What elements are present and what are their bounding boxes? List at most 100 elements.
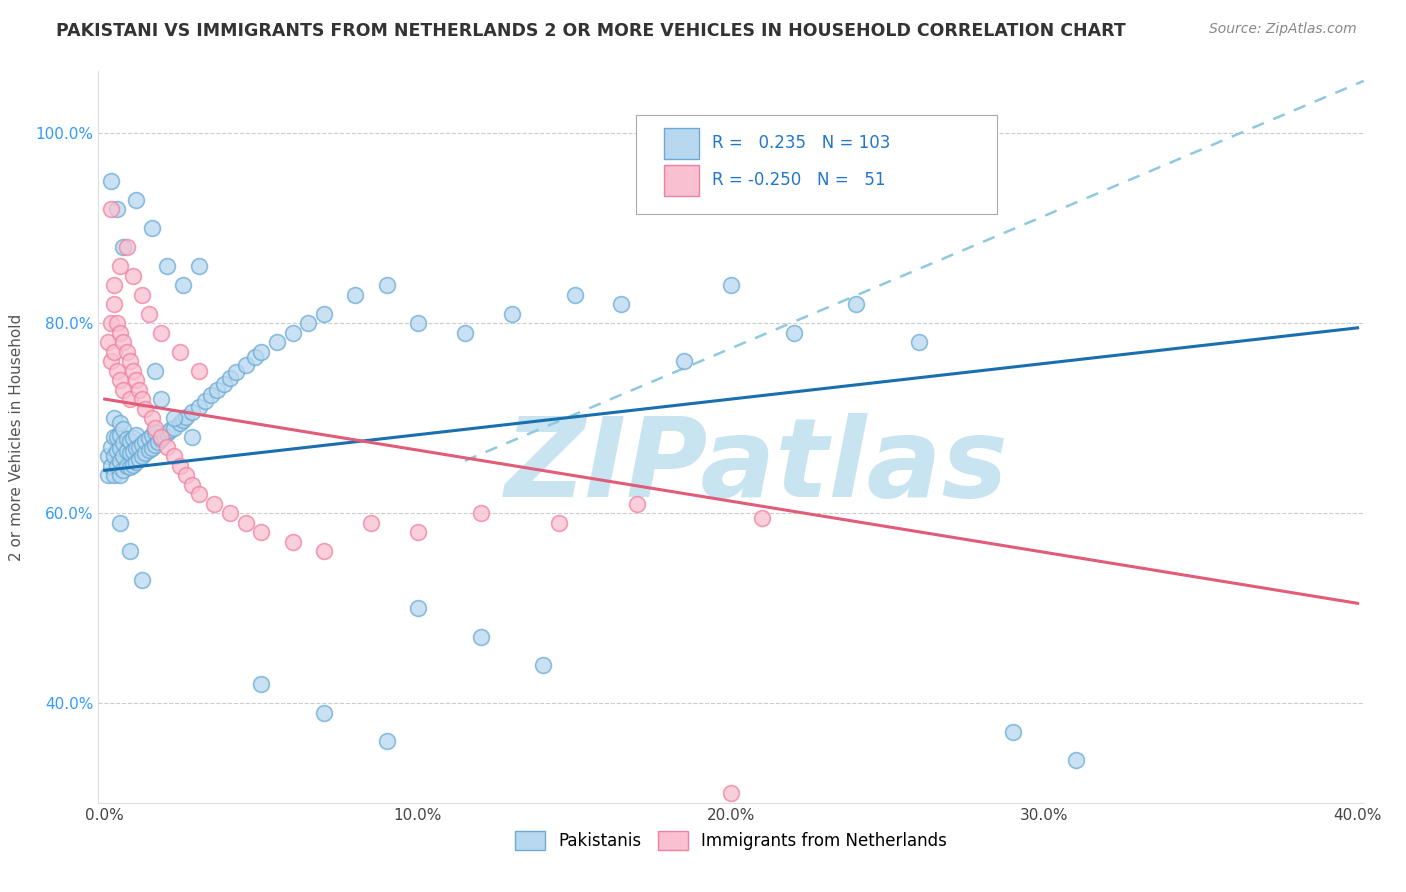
- Point: [128, 383, 150, 397]
- Point: [103, 468, 125, 483]
- Legend: Pakistanis, Immigrants from Netherlands: Pakistanis, Immigrants from Netherlands: [509, 824, 953, 856]
- Point: [243, 351, 266, 365]
- Point: [250, 344, 273, 359]
- Text: R = -0.250   N =   51: R = -0.250 N = 51: [711, 170, 886, 188]
- Point: [143, 420, 166, 434]
- Point: [118, 446, 141, 460]
- Point: [783, 326, 806, 340]
- Point: [125, 373, 148, 387]
- Point: [673, 354, 696, 368]
- Point: [150, 430, 173, 444]
- Point: [141, 428, 163, 442]
- Point: [181, 405, 204, 419]
- Point: [250, 524, 273, 539]
- Point: [375, 278, 398, 293]
- Point: [172, 278, 194, 293]
- Point: [105, 430, 128, 444]
- Point: [100, 202, 122, 216]
- Point: [100, 354, 122, 368]
- Point: [103, 411, 125, 425]
- Point: [156, 426, 179, 441]
- Point: [501, 307, 523, 321]
- Point: [103, 449, 125, 463]
- Point: [281, 534, 304, 549]
- Point: [100, 440, 122, 454]
- Point: [531, 658, 554, 673]
- Point: [138, 307, 160, 321]
- Point: [131, 436, 153, 450]
- Point: [312, 307, 335, 321]
- Point: [110, 428, 132, 442]
- Point: [547, 516, 569, 530]
- Point: [125, 442, 148, 456]
- FancyBboxPatch shape: [636, 115, 997, 214]
- Point: [122, 363, 145, 377]
- Point: [110, 326, 132, 340]
- Point: [105, 363, 128, 377]
- Point: [97, 468, 120, 483]
- Point: [150, 432, 173, 446]
- Point: [122, 458, 145, 472]
- Point: [103, 430, 125, 444]
- Point: [105, 202, 128, 216]
- Point: [110, 259, 132, 273]
- Point: [131, 392, 153, 406]
- Point: [112, 435, 135, 450]
- Point: [162, 449, 184, 463]
- Point: [97, 449, 120, 463]
- Point: [150, 326, 173, 340]
- Point: [250, 677, 273, 691]
- Point: [122, 431, 145, 445]
- Point: [125, 455, 148, 469]
- Point: [141, 411, 163, 425]
- Point: [156, 440, 179, 454]
- Point: [128, 451, 150, 466]
- Point: [169, 416, 191, 430]
- Point: [112, 449, 135, 463]
- Point: [143, 425, 166, 440]
- Point: [159, 424, 181, 438]
- Point: [266, 335, 288, 350]
- Point: [174, 410, 197, 425]
- Point: [344, 287, 367, 301]
- Point: [202, 497, 225, 511]
- Point: [143, 363, 166, 377]
- Point: [118, 544, 141, 558]
- Point: [100, 316, 122, 330]
- Point: [375, 734, 398, 748]
- Point: [225, 366, 247, 380]
- Point: [125, 193, 148, 207]
- Point: [470, 506, 492, 520]
- Point: [281, 326, 304, 340]
- Point: [131, 449, 153, 463]
- Point: [454, 326, 477, 340]
- Point: [720, 278, 742, 293]
- Point: [169, 344, 191, 359]
- Point: [115, 432, 138, 446]
- Point: [150, 392, 173, 406]
- Text: ZIPatlas: ZIPatlas: [505, 413, 1008, 520]
- Point: [141, 221, 163, 235]
- Point: [908, 335, 931, 350]
- Point: [115, 444, 138, 458]
- Point: [110, 468, 132, 483]
- Point: [131, 287, 153, 301]
- Point: [112, 383, 135, 397]
- Point: [720, 786, 742, 800]
- Point: [219, 371, 242, 385]
- Point: [406, 316, 429, 330]
- Point: [138, 431, 160, 445]
- Point: [1064, 753, 1087, 767]
- Point: [235, 516, 257, 530]
- Point: [187, 259, 209, 273]
- Point: [128, 440, 150, 454]
- Point: [181, 430, 204, 444]
- Point: [115, 344, 138, 359]
- FancyBboxPatch shape: [664, 165, 699, 195]
- Point: [187, 400, 209, 414]
- Point: [112, 240, 135, 254]
- Point: [845, 297, 868, 311]
- Point: [470, 630, 492, 644]
- Point: [103, 278, 125, 293]
- Point: [110, 373, 132, 387]
